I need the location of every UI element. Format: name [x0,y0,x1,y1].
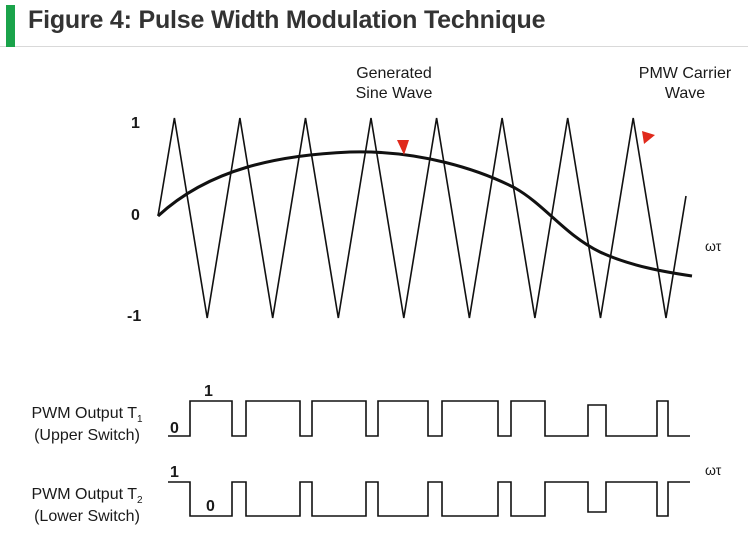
lower-switch-subtitle: (Lower Switch) [34,508,140,525]
lower-level-high: 1 [170,464,179,481]
omega-tau-axis-label: ωτ [705,238,722,254]
generated-sine-wave-label: Generated Sine Wave [338,64,450,104]
upper-switch-title: PWM Output T1 [12,404,162,426]
carrier-label-line2: Wave [664,85,706,102]
lower-switch-label: PWM Output T2 (Lower Switch) [12,485,162,527]
lower-level-low: 0 [206,498,215,515]
pwm-upper-switch-signal [168,400,690,437]
carrier-triangle-wave [157,117,687,319]
generated-sine-wave [156,150,693,278]
lower-switch-title: PWM Output T2 [12,485,162,507]
lower-switch-subscript: 2 [136,495,143,506]
sine-label-line2: Sine Wave [355,85,433,102]
upper-level-low: 0 [170,420,179,437]
upper-switch-label: PWM Output T1 (Upper Switch) [12,404,162,446]
carrier-label-line1: PMW Carrier [638,65,732,82]
axis-tick-zero: 0 [131,207,140,224]
lower-switch-title-text: PWM Output T [31,486,137,503]
sine-label-line1: Generated [356,65,432,82]
title-accent-bar [6,5,15,47]
figure-header: Figure 4: Pulse Width Modulation Techniq… [0,0,748,47]
axis-tick-bottom: -1 [127,308,142,325]
carrier-pointer-arrow [642,131,655,144]
upper-switch-title-text: PWM Output T [31,405,137,422]
sine-pointer-arrow [397,140,409,155]
carrier-wave-label: PMW Carrier Wave [622,64,748,104]
omega-tau-lower-axis-label: ωτ [705,462,722,478]
figure-title: Figure 4: Pulse Width Modulation Techniq… [28,6,546,34]
upper-switch-subscript: 1 [136,414,143,425]
upper-switch-subtitle: (Upper Switch) [34,427,140,444]
pwm-lower-switch-signal [168,481,690,517]
upper-level-high: 1 [204,383,213,400]
axis-tick-top: 1 [131,115,140,132]
